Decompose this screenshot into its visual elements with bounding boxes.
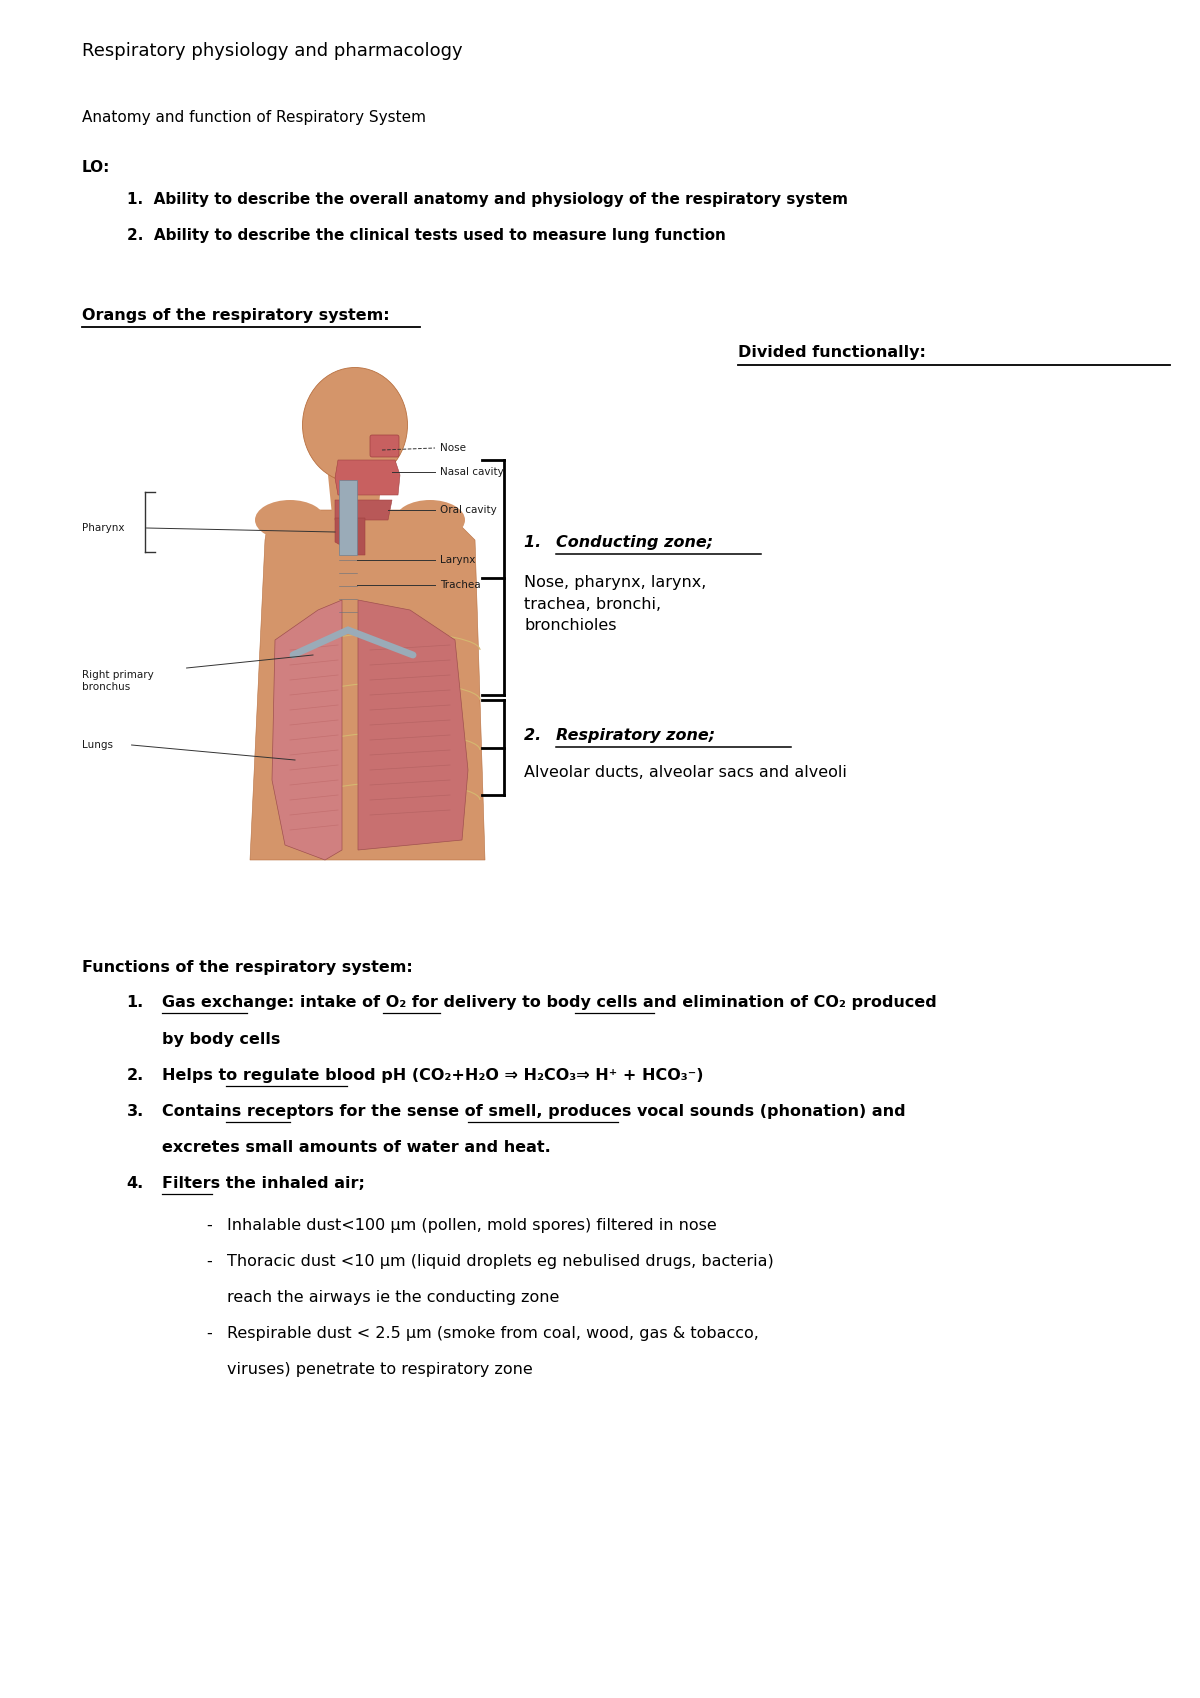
FancyBboxPatch shape bbox=[340, 481, 358, 555]
Text: Conducting zone;: Conducting zone; bbox=[556, 535, 713, 550]
Text: Filters the inhaled air;: Filters the inhaled air; bbox=[162, 1177, 365, 1190]
Text: 1.: 1. bbox=[127, 995, 144, 1010]
Polygon shape bbox=[335, 460, 400, 496]
Text: 3.: 3. bbox=[127, 1104, 144, 1119]
Text: 2.  Ability to describe the clinical tests used to measure lung function: 2. Ability to describe the clinical test… bbox=[127, 228, 726, 243]
Text: Inhalable dust<100 μm (pollen, mold spores) filtered in nose: Inhalable dust<100 μm (pollen, mold spor… bbox=[227, 1217, 716, 1233]
Text: Gas exchange: intake of O₂ for delivery to body cells and elimination of CO₂ pro: Gas exchange: intake of O₂ for delivery … bbox=[162, 995, 936, 1010]
Polygon shape bbox=[328, 475, 382, 514]
Polygon shape bbox=[335, 499, 392, 520]
Text: Oral cavity: Oral cavity bbox=[440, 504, 497, 514]
Text: LO:: LO: bbox=[82, 160, 110, 175]
Text: 2.: 2. bbox=[524, 728, 552, 744]
Polygon shape bbox=[358, 599, 468, 851]
Text: Right primary
bronchus: Right primary bronchus bbox=[82, 671, 154, 693]
Text: 4.: 4. bbox=[127, 1177, 144, 1190]
Text: Lungs: Lungs bbox=[82, 740, 113, 751]
Ellipse shape bbox=[256, 499, 325, 540]
Text: Thoracic dust <10 μm (liquid droplets eg nebulised drugs, bacteria): Thoracic dust <10 μm (liquid droplets eg… bbox=[227, 1255, 773, 1268]
Text: Anatomy and function of Respiratory System: Anatomy and function of Respiratory Syst… bbox=[82, 110, 426, 126]
Polygon shape bbox=[250, 509, 485, 859]
Text: by body cells: by body cells bbox=[162, 1032, 280, 1048]
Text: Larynx: Larynx bbox=[440, 555, 475, 565]
Text: Nasal cavity: Nasal cavity bbox=[440, 467, 504, 477]
Text: -: - bbox=[206, 1326, 212, 1341]
Polygon shape bbox=[272, 599, 342, 859]
Text: Functions of the respiratory system:: Functions of the respiratory system: bbox=[82, 959, 413, 975]
Text: Contains receptors for the sense of smell, produces vocal sounds (phonation) and: Contains receptors for the sense of smel… bbox=[162, 1104, 905, 1119]
Text: Respiratory physiology and pharmacology: Respiratory physiology and pharmacology bbox=[82, 42, 462, 59]
Text: -: - bbox=[206, 1217, 212, 1233]
Text: Pharynx: Pharynx bbox=[82, 523, 124, 533]
Text: Helps to regulate blood pH (CO₂+H₂O ⇒ H₂CO₃⇒ H⁺ + HCO₃⁻): Helps to regulate blood pH (CO₂+H₂O ⇒ H₂… bbox=[162, 1068, 703, 1083]
Text: 2.: 2. bbox=[127, 1068, 144, 1083]
Text: Trachea: Trachea bbox=[440, 581, 481, 589]
Text: Alveolar ducts, alveolar sacs and alveoli: Alveolar ducts, alveolar sacs and alveol… bbox=[524, 766, 847, 779]
Text: 1.: 1. bbox=[524, 535, 552, 550]
Ellipse shape bbox=[395, 499, 466, 540]
Text: Orangs of the respiratory system:: Orangs of the respiratory system: bbox=[82, 307, 389, 323]
Text: viruses) penetrate to respiratory zone: viruses) penetrate to respiratory zone bbox=[227, 1362, 533, 1377]
FancyBboxPatch shape bbox=[370, 435, 398, 457]
Text: reach the airways ie the conducting zone: reach the airways ie the conducting zone bbox=[227, 1290, 559, 1306]
Ellipse shape bbox=[302, 367, 408, 482]
Text: Nose, pharynx, larynx,
trachea, bronchi,
bronchioles: Nose, pharynx, larynx, trachea, bronchi,… bbox=[524, 576, 707, 633]
Text: Nose: Nose bbox=[440, 443, 466, 453]
Text: Divided functionally:: Divided functionally: bbox=[738, 345, 926, 360]
Text: -: - bbox=[206, 1255, 212, 1268]
Text: Respirable dust < 2.5 μm (smoke from coal, wood, gas & tobacco,: Respirable dust < 2.5 μm (smoke from coa… bbox=[227, 1326, 758, 1341]
Text: Respiratory zone;: Respiratory zone; bbox=[556, 728, 715, 744]
Text: excretes small amounts of water and heat.: excretes small amounts of water and heat… bbox=[162, 1139, 551, 1155]
Text: 1.  Ability to describe the overall anatomy and physiology of the respiratory sy: 1. Ability to describe the overall anato… bbox=[127, 192, 847, 207]
Polygon shape bbox=[335, 518, 365, 555]
